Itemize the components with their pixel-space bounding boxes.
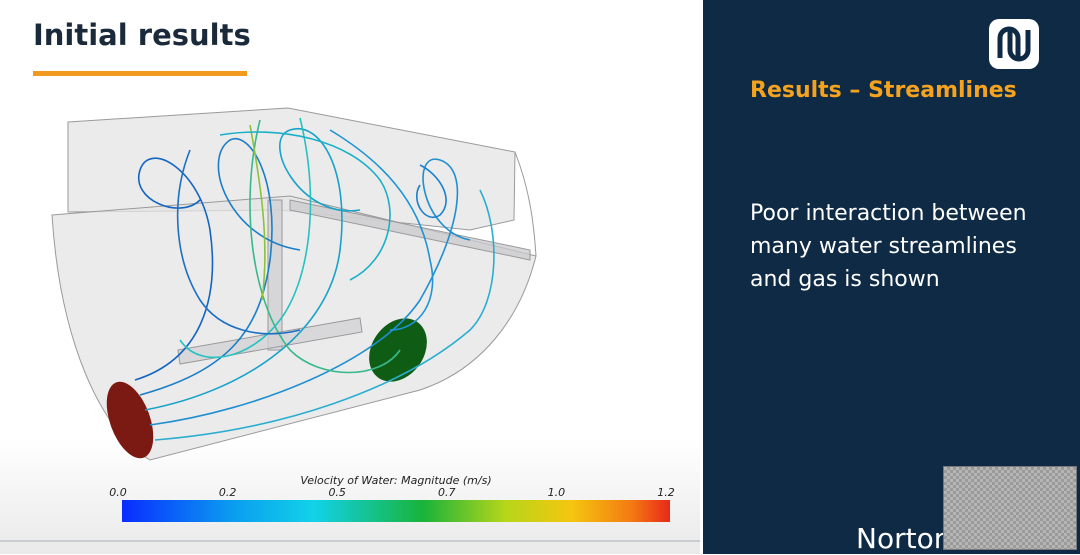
simulation-figure: Velocity of Water: Magnitude (m/s) 0.0 0.… — [0, 107, 700, 554]
body-line: many water streamlines — [750, 234, 1017, 259]
tank — [51, 107, 537, 461]
colorbar-tick-label: 0.0 — [109, 486, 127, 499]
body-line: and gas is shown — [750, 267, 940, 292]
colorbar-tick-label: 1.0 — [548, 486, 566, 499]
water-inlet — [106, 381, 154, 459]
logo — [989, 19, 1039, 69]
slide-title: Initial results — [33, 18, 251, 52]
colorbar-tick-label: 0.2 — [219, 486, 237, 499]
colorbar-tick-label: 0.7 — [438, 486, 456, 499]
title-underline — [33, 71, 247, 76]
panel-heading: Results – Streamlines — [750, 78, 1017, 103]
colorbar-tick-label: 1.2 — [657, 486, 675, 499]
colorbar — [122, 500, 670, 522]
slide-floor — [0, 440, 700, 554]
video-thumbnail — [943, 466, 1077, 550]
body-line: Poor interaction between — [750, 201, 1027, 226]
colorbar-tick-label: 0.5 — [328, 486, 346, 499]
gas-outlet — [369, 318, 427, 382]
colorbar-title: Velocity of Water: Magnitude (m/s) — [300, 474, 491, 487]
streamlines — [134, 117, 495, 441]
panel-body: Poor interaction between many water strea… — [750, 197, 1027, 296]
